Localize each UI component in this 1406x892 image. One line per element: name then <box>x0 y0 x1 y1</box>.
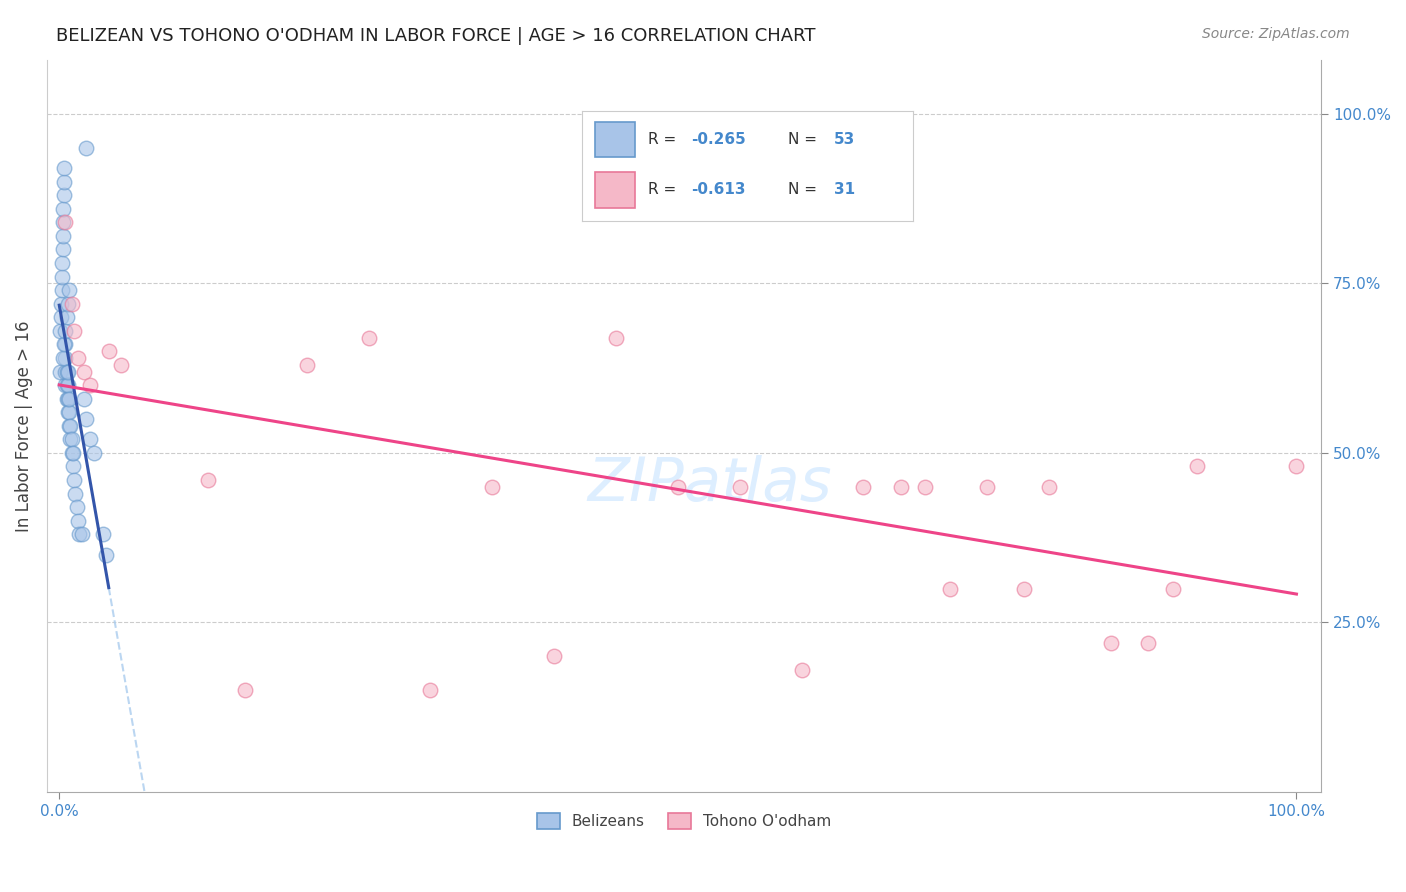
Point <box>49 324 72 338</box>
Point <box>49 310 72 325</box>
Point <box>56 365 79 379</box>
Point <box>52 215 75 229</box>
Point <box>52 202 75 216</box>
Point <box>939 582 962 596</box>
Point <box>55 378 77 392</box>
Point <box>55 378 77 392</box>
Point <box>1285 459 1308 474</box>
Point <box>55 365 77 379</box>
Point <box>56 378 79 392</box>
Point <box>52 228 75 243</box>
Point <box>52 351 75 365</box>
Point <box>357 331 380 345</box>
Point <box>60 446 83 460</box>
Point <box>53 337 76 351</box>
Point <box>56 405 79 419</box>
Point <box>59 418 82 433</box>
Y-axis label: In Labor Force | Age > 16: In Labor Force | Age > 16 <box>15 320 32 532</box>
Point <box>73 365 96 379</box>
Point <box>543 649 565 664</box>
Point <box>65 486 87 500</box>
Point <box>1187 459 1209 474</box>
Point <box>728 480 751 494</box>
Point <box>70 527 93 541</box>
Point <box>666 480 689 494</box>
Point <box>62 446 84 460</box>
Point <box>53 188 76 202</box>
Point <box>56 296 79 310</box>
Point <box>58 392 80 406</box>
Point <box>55 215 77 229</box>
Point <box>976 480 998 494</box>
Point <box>481 480 503 494</box>
Point <box>76 141 98 155</box>
Point <box>55 310 77 325</box>
Point <box>58 418 80 433</box>
Point <box>51 283 73 297</box>
Point <box>55 365 77 379</box>
Point <box>1038 480 1060 494</box>
Point <box>852 480 875 494</box>
Point <box>1012 582 1035 596</box>
Point <box>96 548 118 562</box>
Point <box>76 412 98 426</box>
Point <box>197 473 219 487</box>
Point <box>60 296 83 310</box>
Point <box>56 392 79 406</box>
Point <box>58 283 80 297</box>
Point <box>62 459 84 474</box>
Point <box>79 378 101 392</box>
Point <box>53 175 76 189</box>
Point <box>419 683 441 698</box>
Point <box>1136 636 1159 650</box>
Point <box>49 296 72 310</box>
Point <box>890 480 912 494</box>
Point <box>1099 636 1122 650</box>
Point <box>55 351 77 365</box>
Point <box>53 161 76 175</box>
Text: ZIPatlas: ZIPatlas <box>588 455 832 514</box>
Point <box>790 663 813 677</box>
Point <box>295 358 318 372</box>
Point <box>63 324 86 338</box>
Point <box>79 433 101 447</box>
Point <box>49 365 72 379</box>
Point <box>65 500 87 515</box>
Point <box>55 392 77 406</box>
Point <box>59 433 82 447</box>
Point <box>67 527 90 541</box>
Point <box>63 473 86 487</box>
Point <box>60 433 83 447</box>
Point <box>51 256 73 270</box>
Point <box>73 392 96 406</box>
Point <box>66 351 89 365</box>
Point <box>52 243 75 257</box>
Point <box>58 405 80 419</box>
Text: BELIZEAN VS TOHONO O'ODHAM IN LABOR FORCE | AGE > 16 CORRELATION CHART: BELIZEAN VS TOHONO O'ODHAM IN LABOR FORC… <box>56 27 815 45</box>
Point <box>83 446 105 460</box>
Text: Source: ZipAtlas.com: Source: ZipAtlas.com <box>1202 27 1350 41</box>
Point <box>97 344 120 359</box>
Point <box>1161 582 1184 596</box>
Point <box>91 527 114 541</box>
Legend: Belizeans, Tohono O'odham: Belizeans, Tohono O'odham <box>530 807 838 836</box>
Point <box>66 514 89 528</box>
Point <box>55 337 77 351</box>
Point <box>605 331 627 345</box>
Point <box>51 269 73 284</box>
Point <box>110 358 132 372</box>
Point <box>233 683 256 698</box>
Point <box>914 480 936 494</box>
Point <box>55 324 77 338</box>
